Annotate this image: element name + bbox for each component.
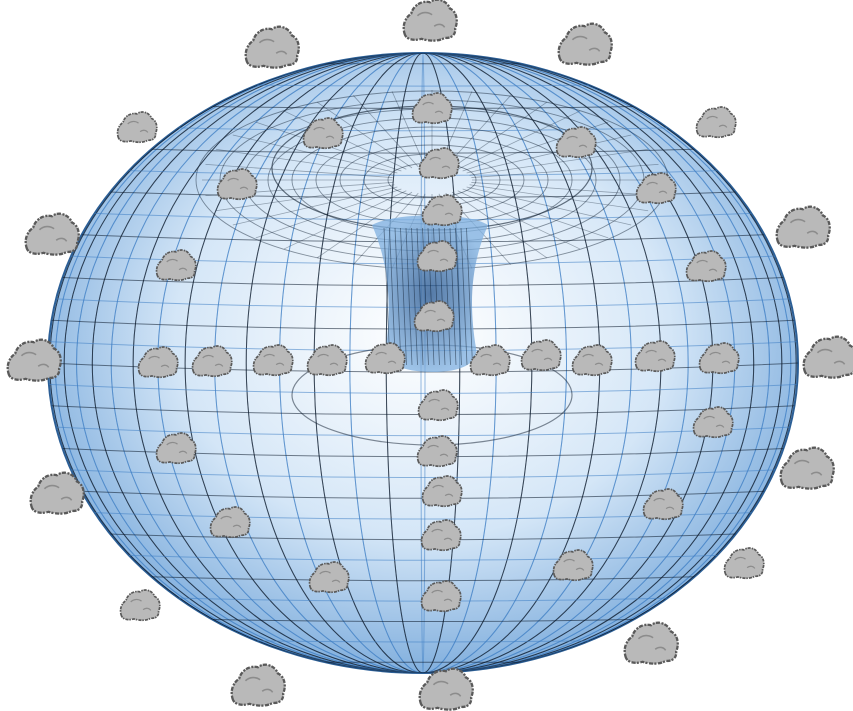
mesh-parallel [151, 576, 695, 582]
rock-icon [695, 106, 737, 139]
mesh-line [411, 227, 418, 366]
mesh-line [316, 101, 413, 169]
torus-central-hole [372, 215, 488, 372]
mesh-line [391, 91, 426, 167]
rock-icon [402, 0, 458, 42]
mesh-line [394, 227, 402, 366]
mesh-line [400, 227, 407, 366]
rock-icon [418, 667, 474, 711]
mesh-line [460, 227, 468, 366]
mesh-line [469, 148, 649, 176]
rock-icon [723, 547, 765, 580]
mesh-line [416, 227, 424, 366]
mesh-parallel [128, 554, 718, 561]
mesh-line [471, 163, 659, 178]
mesh-line [451, 191, 548, 259]
mesh-line [316, 191, 413, 259]
mesh-line [232, 134, 398, 174]
mesh-parallel [70, 469, 776, 479]
mesh-meridian [63, 53, 783, 673]
rock-icon [24, 212, 80, 256]
mesh-parallel [212, 619, 634, 623]
mesh-line [469, 184, 649, 212]
mesh-line [457, 110, 581, 170]
rock-icon [802, 335, 853, 379]
mesh-line [383, 227, 391, 366]
mesh-line [215, 184, 395, 212]
rock-icon [779, 446, 835, 490]
rock-icon [119, 589, 161, 622]
mesh-parallel [151, 148, 695, 154]
mesh-parallel [178, 127, 668, 132]
mesh-line [466, 186, 632, 226]
rock-icon [775, 205, 831, 249]
mesh-parallel [48, 383, 798, 394]
rock-icon [623, 621, 679, 665]
mesh-line [455, 227, 462, 366]
mesh-line [205, 163, 393, 178]
rock-icon [557, 22, 613, 66]
rock-icon [230, 663, 286, 707]
mesh-line [215, 148, 395, 176]
mesh-line [466, 227, 473, 366]
mesh-line [405, 227, 413, 366]
rock-icon [116, 111, 158, 144]
mesh-line [232, 186, 398, 226]
mesh-line [255, 188, 402, 239]
mesh-line [353, 95, 419, 168]
mesh-parallel [256, 640, 590, 643]
mesh-parallel [256, 84, 590, 87]
mesh-line [445, 95, 511, 168]
torus-hole-lines [383, 227, 473, 366]
mesh-line [283, 110, 407, 170]
mesh-line [471, 182, 659, 197]
rock-icon [244, 25, 300, 69]
mesh-line [466, 134, 632, 174]
mesh-meridian [91, 53, 755, 673]
mesh-parallel [56, 426, 790, 437]
mesh-line [451, 101, 548, 169]
rock-icon [29, 471, 85, 515]
rock-icon [6, 338, 62, 382]
mesh-meridian [76, 53, 770, 673]
mesh-line [462, 188, 609, 239]
mesh-line [389, 227, 396, 366]
